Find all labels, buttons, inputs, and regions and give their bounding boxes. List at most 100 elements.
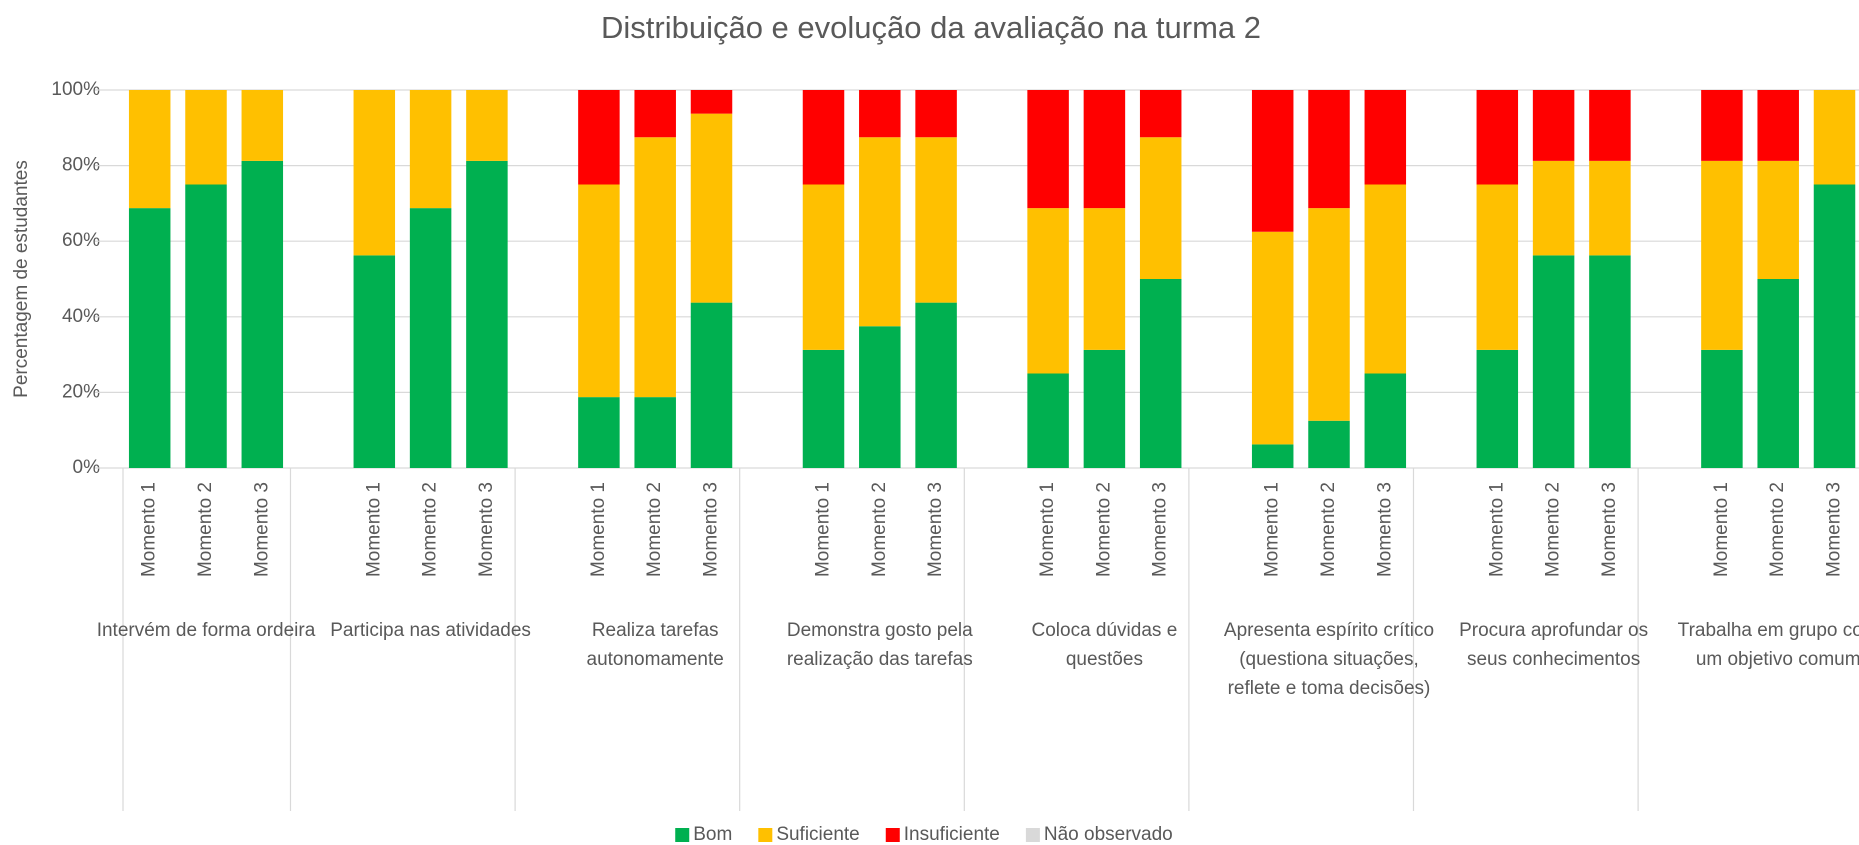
x-tick-label: Momento 2 — [1318, 482, 1339, 577]
x-tick-label: Momento 1 — [1711, 482, 1732, 577]
y-tick-label: 40% — [62, 306, 100, 327]
bar-segment — [915, 302, 957, 468]
bar-segment — [690, 302, 733, 468]
group-label: Coloca dúvidas e questões — [1031, 620, 1178, 670]
group-label: Participa nas atividades — [330, 620, 531, 641]
bar-segment — [578, 90, 620, 185]
y-axis-label: Percentagem de estudantes — [11, 160, 32, 398]
bar-segment — [1251, 444, 1294, 468]
group-label: Procura aprofundar os seus conhecimentos — [1459, 620, 1649, 670]
bar-segment — [1757, 279, 1799, 468]
group-label: Demonstra gosto pela realização das tare… — [786, 620, 973, 670]
bar-segment — [1476, 90, 1519, 185]
bar-segment — [1308, 90, 1350, 209]
bar-segment — [859, 137, 901, 327]
bar-segment — [802, 90, 845, 185]
bar-segment — [1139, 137, 1182, 279]
bar-segment — [466, 90, 508, 161]
bar-segment — [1701, 160, 1743, 350]
bar-segment — [1589, 160, 1631, 256]
group-label-box: Demonstra gosto pela realização das tare… — [786, 620, 973, 670]
bar-segment — [1476, 349, 1519, 468]
y-tick-label: 80% — [62, 155, 100, 176]
bar-segment — [1083, 208, 1126, 350]
bar-segment — [915, 90, 957, 138]
bar-segment — [128, 90, 171, 209]
bar-segment — [353, 90, 396, 256]
bar-segment — [1476, 184, 1519, 350]
bar-segment — [1589, 255, 1631, 468]
x-tick-label: Momento 2 — [869, 482, 890, 577]
legend-label: Bom — [693, 824, 732, 845]
bar-segment — [1308, 420, 1350, 468]
x-tick-label: Momento 2 — [1767, 482, 1788, 577]
bar-segment — [690, 90, 733, 114]
legend-swatch — [1025, 828, 1040, 842]
bar-segment — [578, 397, 620, 468]
bar-segment — [1701, 90, 1743, 161]
x-tick-label: Momento 3 — [1374, 482, 1395, 577]
bar-segment — [185, 184, 227, 468]
bar-segment — [1757, 160, 1799, 279]
x-tick-label: Momento 1 — [588, 482, 609, 577]
bar-segment — [409, 90, 452, 209]
bar-segment — [1701, 349, 1743, 468]
bar-segment — [1364, 373, 1407, 468]
bar-segment — [634, 397, 676, 468]
group-label-box: Intervém de forma ordeira — [96, 620, 316, 641]
x-tick-label: Momento 1 — [1486, 482, 1507, 577]
group-label: Trabalha em grupo com um objetivo comum — [1677, 620, 1859, 670]
bar-segment — [409, 208, 452, 468]
x-tick-label: Momento 3 — [476, 482, 497, 577]
bar-segment — [859, 90, 901, 138]
bar-segment — [1083, 90, 1126, 209]
legend-swatch — [885, 828, 900, 842]
bar-segment — [578, 184, 620, 398]
x-tick-label: Momento 3 — [1824, 482, 1845, 577]
bar-segment — [1532, 160, 1575, 256]
x-tick-label: Momento 2 — [420, 482, 441, 577]
bar-segment — [1251, 90, 1294, 232]
bar-segment — [1364, 184, 1407, 374]
group-label: Intervém de forma ordeira — [96, 620, 316, 641]
group-label-box: Realiza tarefas autonomamente — [586, 620, 724, 670]
group-label-box: Trabalha em grupo com um objetivo comum — [1677, 620, 1859, 670]
legend-label: Insuficiente — [904, 824, 1000, 845]
bar-segment — [1027, 90, 1069, 209]
legend-swatch — [758, 828, 773, 842]
group-label-box: Coloca dúvidas e questões — [1031, 620, 1178, 670]
y-tick-label: 0% — [73, 457, 101, 478]
legend-swatch — [675, 828, 690, 842]
bar-segment — [1027, 208, 1069, 374]
bar-segment — [1364, 90, 1407, 185]
bar-segment — [1532, 255, 1575, 468]
bar-segment — [241, 160, 284, 468]
x-tick-label: Momento 2 — [1543, 482, 1564, 577]
x-tick-label: Momento 3 — [1599, 482, 1620, 577]
x-tick-label: Momento 1 — [813, 482, 834, 577]
x-tick-label: Momento 2 — [195, 482, 216, 577]
bar-segment — [1589, 90, 1631, 161]
y-tick-label: 20% — [62, 381, 100, 402]
bar-segment — [128, 208, 171, 468]
y-tick-label: 60% — [62, 230, 100, 251]
group-label: Apresenta espírito crítico (questiona si… — [1223, 620, 1435, 699]
bar-segment — [634, 90, 676, 138]
bar-segment — [466, 160, 508, 468]
bar-segment — [1813, 90, 1856, 185]
bar-segment — [690, 113, 733, 303]
bar-segment — [1027, 373, 1069, 468]
x-tick-label: Momento 1 — [1037, 482, 1058, 577]
bar-segment — [1139, 279, 1182, 468]
legend-label: Não observado — [1044, 824, 1173, 845]
bar-segment — [634, 137, 676, 398]
group-label-box: Participa nas atividades — [330, 620, 531, 641]
group-label: Realiza tarefas autonomamente — [586, 620, 724, 670]
x-tick-label: Momento 3 — [251, 482, 272, 577]
bar-segment — [1308, 208, 1350, 421]
group-label-box: Procura aprofundar os seus conhecimentos — [1459, 620, 1649, 670]
x-tick-label: Momento 2 — [1093, 482, 1114, 577]
x-tick-label: Momento 3 — [701, 482, 722, 577]
bar-segment — [915, 137, 957, 303]
x-tick-label: Momento 1 — [363, 482, 384, 577]
